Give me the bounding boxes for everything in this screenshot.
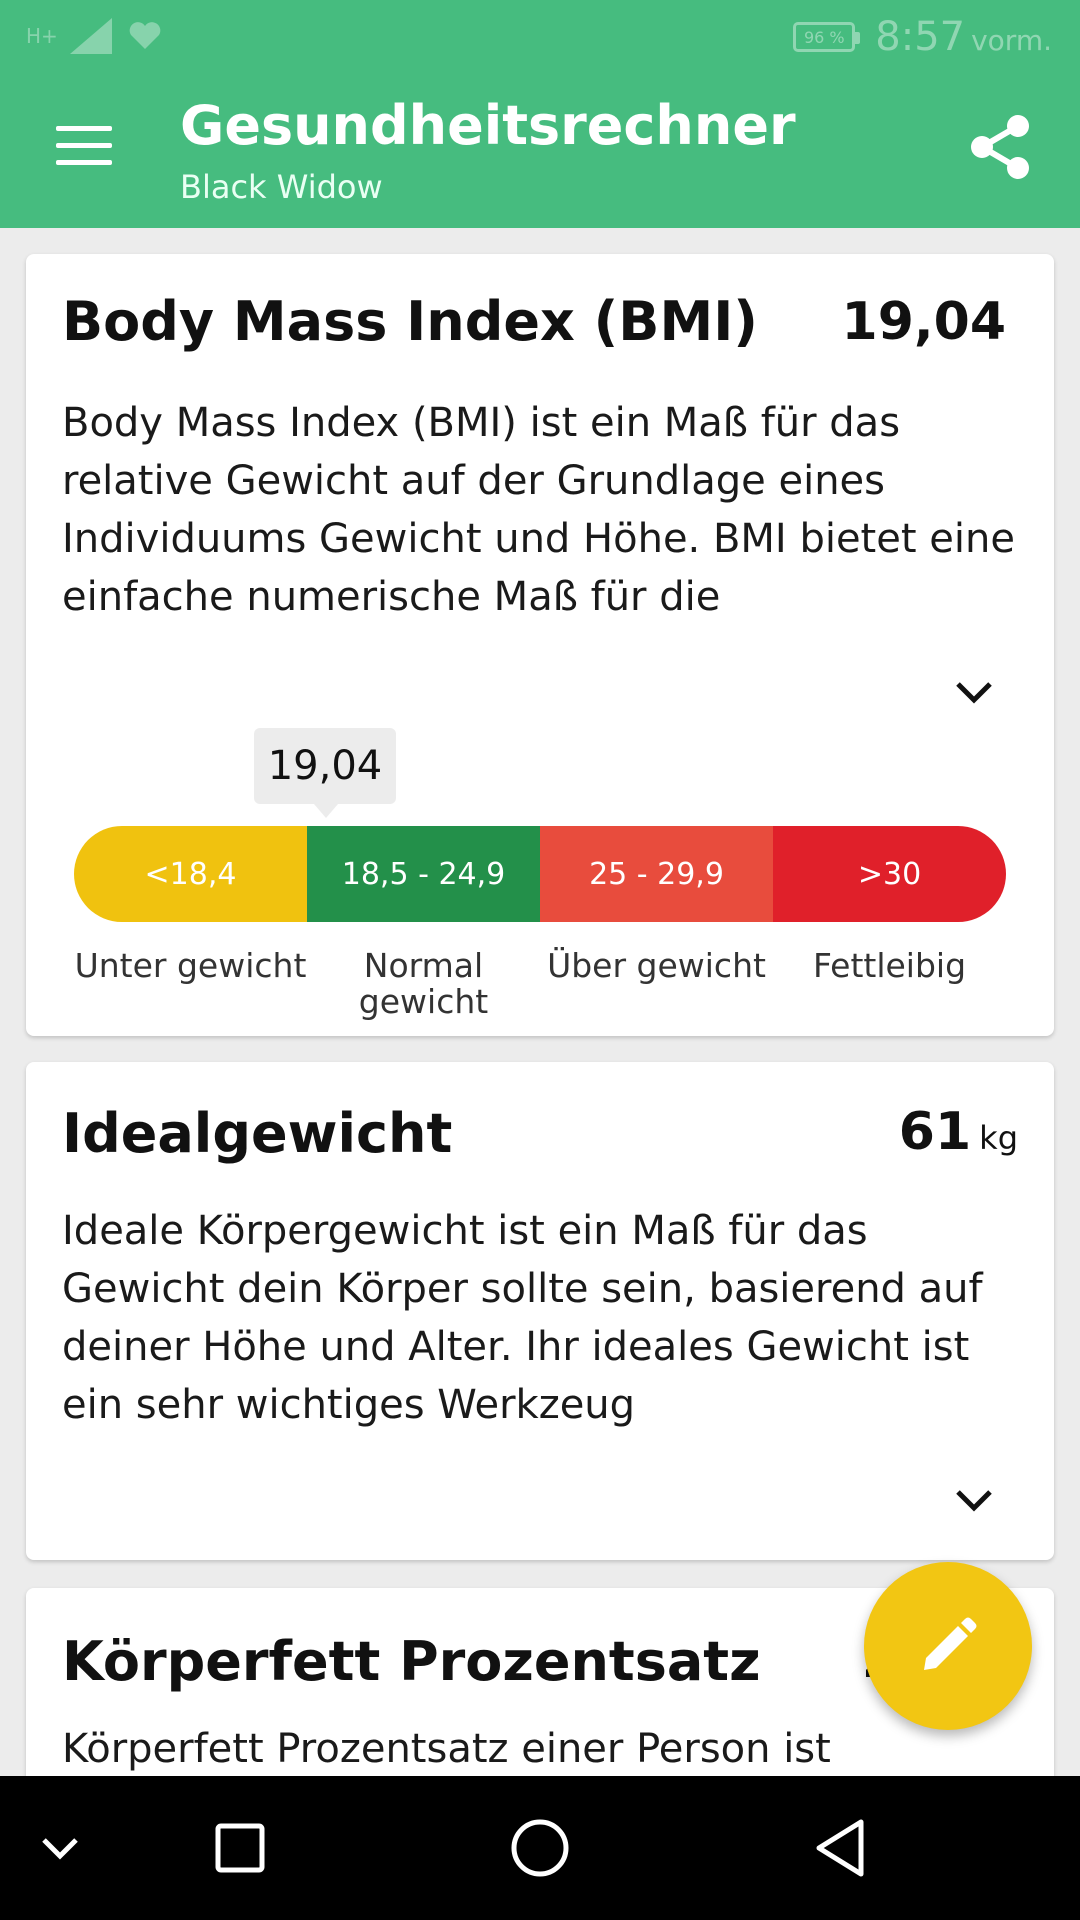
heart-icon [129, 22, 161, 49]
back-triangle-icon [816, 1819, 864, 1877]
ideal-weight-expand-button[interactable] [954, 1486, 994, 1516]
scale-segment-overweight: 25 - 29,9 [540, 826, 773, 922]
app-subtitle: Black Widow [180, 168, 383, 206]
bmi-marker-value: 19,04 [267, 743, 383, 789]
scale-label-text: Normal gewicht [358, 946, 489, 1021]
ideal-weight-title: Idealgewicht [62, 1102, 453, 1165]
nav-hide-keyboard-button[interactable] [30, 1776, 90, 1920]
scale-label-text: Unter gewicht [74, 946, 307, 985]
circle-icon [511, 1819, 569, 1877]
battery-icon: 96 % [793, 22, 861, 52]
ideal-weight-description: Ideale Körpergewicht ist ein Maß für das… [62, 1208, 983, 1428]
body-fat-title: Körperfett Prozentsatz [62, 1630, 761, 1693]
chevron-down-icon [42, 1838, 78, 1860]
clock: 8:57 vorm. [875, 14, 1052, 60]
bmi-value: 19,04 [841, 292, 1006, 352]
nav-back-button[interactable] [800, 1776, 880, 1920]
nav-home-button[interactable] [500, 1776, 580, 1920]
status-bar: H+ 96 % 8:57 vorm. [0, 0, 1080, 78]
network-type: H+ [26, 24, 58, 48]
menu-icon [56, 126, 112, 165]
ideal-weight-value: 61 kg [899, 1102, 1018, 1162]
bmi-expand-button[interactable] [954, 678, 994, 708]
chevron-down-icon [956, 1490, 992, 1512]
app-bar: Gesundheitsrechner Black Widow [0, 78, 1080, 228]
scale-segment-obese: >30 [773, 826, 1006, 922]
status-icons-left: H+ [26, 16, 162, 56]
scale-segment-underweight: <18,4 [74, 826, 307, 922]
bmi-marker: 19,04 [254, 728, 396, 818]
signal-icon [70, 18, 112, 54]
clock-ampm: vorm. [971, 24, 1052, 57]
square-icon [215, 1823, 265, 1873]
share-button[interactable] [970, 114, 1030, 180]
chevron-down-icon [956, 682, 992, 704]
scale-label-overweight: Über gewicht [540, 948, 773, 1020]
bmi-scale-labels: Unter gewicht Normal gewicht Über gewich… [74, 948, 1006, 1020]
scale-label-underweight: Unter gewicht [74, 948, 307, 1020]
ideal-weight-unit: kg [979, 1119, 1018, 1157]
scale-label-text: Fettleibig [812, 946, 967, 985]
menu-button[interactable] [56, 126, 112, 166]
clock-time: 8:57 [875, 14, 966, 60]
scale-label-obese: Fettleibig [773, 948, 1006, 1020]
body-fat-description: Körperfett Prozentsatz einer Person ist [62, 1726, 831, 1772]
edit-fab-button[interactable] [864, 1562, 1032, 1730]
battery-level: 96 % [803, 27, 845, 47]
share-icon [971, 115, 1029, 179]
nav-recents-button[interactable] [200, 1776, 280, 1920]
bmi-title: Body Mass Index (BMI) [62, 290, 758, 353]
scale-label-text: Über gewicht [547, 946, 766, 985]
pencil-icon [924, 1617, 977, 1670]
bmi-scale: <18,4 18,5 - 24,9 25 - 29,9 >30 [74, 826, 1006, 922]
app-title: Gesundheitsrechner [180, 94, 796, 157]
scale-segment-normal: 18,5 - 24,9 [307, 826, 540, 922]
bmi-description: Body Mass Index (BMI) ist ein Maß für da… [62, 400, 1015, 620]
status-icons-right: 96 % 8:57 vorm. [793, 14, 1052, 60]
navigation-bar [0, 1776, 1080, 1920]
bmi-card[interactable]: Body Mass Index (BMI) 19,04 Body Mass In… [26, 254, 1054, 1036]
ideal-weight-number: 61 [898, 1102, 972, 1162]
ideal-weight-card[interactable]: Idealgewicht 61 kg Ideale Körpergewicht i… [26, 1062, 1054, 1560]
scale-label-normal: Normal gewicht [307, 948, 540, 1020]
